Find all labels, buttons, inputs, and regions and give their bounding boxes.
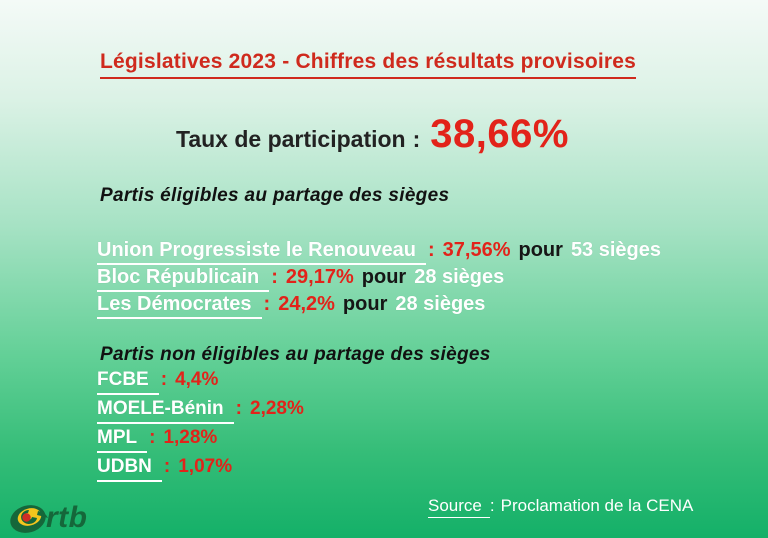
eligible-section-heading: Partis éligibles au partage des sièges xyxy=(100,185,450,206)
party-row-ld: Les Démocrates:24,2% pour 28 sièges xyxy=(97,292,661,319)
participation-line: Taux de participation : 38,66% xyxy=(176,112,569,157)
party-name: MPL xyxy=(97,426,148,453)
participation-colon: : xyxy=(412,126,421,152)
page-title: Législatives 2023 - Chiffres des résulta… xyxy=(100,50,637,79)
party-percent: 4,4% xyxy=(175,369,219,390)
party-seats: 28 sièges xyxy=(414,266,505,288)
party-percent: 2,28% xyxy=(250,398,304,419)
source-label: Source xyxy=(428,496,490,518)
rtb-logo-text: rtb xyxy=(46,501,88,534)
party-percent: 37,56% xyxy=(442,239,511,261)
colon-separator: : xyxy=(149,427,156,448)
rtb-swirl-icon xyxy=(10,505,48,533)
source-colon: : xyxy=(489,496,495,515)
party-row-upr: Union Progressiste le Renouveau:37,56% po… xyxy=(97,238,661,265)
colon-separator: : xyxy=(163,456,171,477)
non-eligible-parties-list: FCBE:4,4% MOELE-Bénin:2,28% MPL:1,28% UD… xyxy=(97,368,304,484)
party-name: MOELE-Bénin xyxy=(97,397,234,424)
colon-separator: : xyxy=(160,369,168,390)
pour-label: pour xyxy=(361,266,407,288)
colon-separator: : xyxy=(427,239,435,261)
colon-separator: : xyxy=(271,266,278,288)
party-name: Union Progressiste le Renouveau xyxy=(97,238,426,265)
non-eligible-section-heading: Partis non éligibles au partage des sièg… xyxy=(100,344,491,365)
party-seats: 28 sièges xyxy=(395,293,486,315)
party-row-udbn: UDBN:1,07% xyxy=(97,455,304,484)
party-seats: 53 sièges xyxy=(570,239,662,261)
party-percent: 24,2% xyxy=(278,293,335,315)
party-name: UDBN xyxy=(97,455,162,482)
source-text: Proclamation de la CENA xyxy=(500,496,694,515)
colon-separator: : xyxy=(235,398,242,419)
colon-separator: : xyxy=(263,293,271,315)
party-row-br: Bloc Républicain:29,17% pour 28 sièges xyxy=(97,265,661,292)
participation-value: 38,66% xyxy=(430,112,569,156)
pour-label: pour xyxy=(518,239,563,261)
source-line: Source: Proclamation de la CENA xyxy=(428,496,693,518)
pour-label: pour xyxy=(342,293,388,315)
party-row-fcbe: FCBE:4,4% xyxy=(97,368,304,397)
participation-label: Taux de participation xyxy=(176,126,406,152)
party-percent: 1,07% xyxy=(178,456,233,477)
party-row-moele: MOELE-Bénin:2,28% xyxy=(97,397,304,426)
party-name: Les Démocrates xyxy=(97,292,262,319)
rtb-logo: rtb xyxy=(8,498,88,538)
party-percent: 1,28% xyxy=(163,427,218,448)
party-row-mpl: MPL:1,28% xyxy=(97,426,304,455)
eligible-parties-list: Union Progressiste le Renouveau:37,56% po… xyxy=(97,238,661,319)
party-name: FCBE xyxy=(97,368,159,395)
party-name: Bloc Républicain xyxy=(97,265,270,292)
party-percent: 29,17% xyxy=(285,266,354,288)
